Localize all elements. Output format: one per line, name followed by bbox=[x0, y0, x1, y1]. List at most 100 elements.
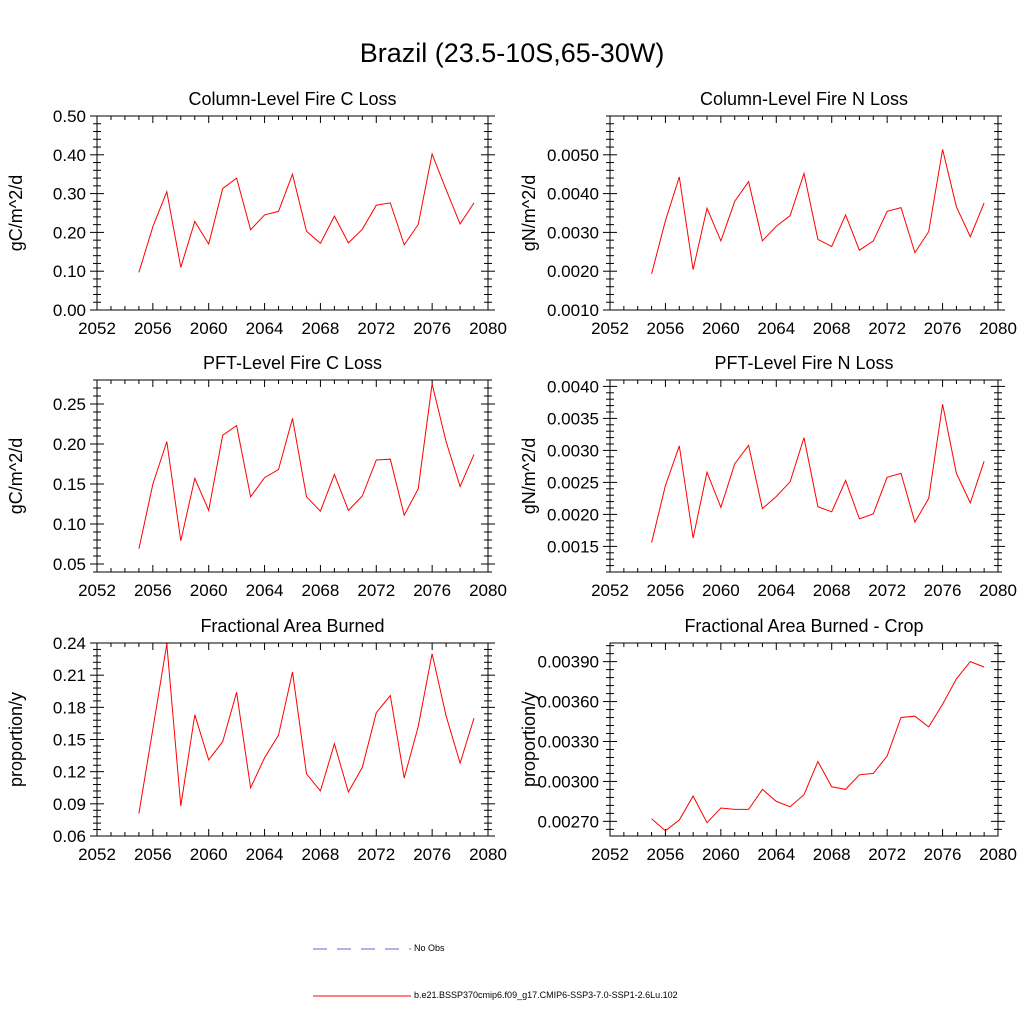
series-line bbox=[138, 383, 475, 549]
chart-title: PFT-Level Fire C Loss bbox=[203, 353, 382, 373]
y-axis-label: proportion/y bbox=[519, 692, 539, 787]
x-tick-label: 2076 bbox=[924, 845, 962, 864]
x-tick-label: 2060 bbox=[190, 581, 228, 600]
y-tick-label: 0.0030 bbox=[547, 223, 599, 242]
y-tick-label: 0.0020 bbox=[547, 505, 599, 524]
series-line bbox=[651, 149, 985, 275]
x-tick-label: 2080 bbox=[979, 319, 1017, 338]
x-tick-label: 2060 bbox=[702, 845, 740, 864]
x-tick-label: 2064 bbox=[757, 845, 795, 864]
y-tick-label: 0.15 bbox=[53, 475, 86, 494]
plot-frame bbox=[96, 115, 489, 311]
x-tick-label: 2052 bbox=[591, 319, 629, 338]
x-tick-label: 2076 bbox=[413, 845, 451, 864]
x-tick-label: 2076 bbox=[413, 319, 451, 338]
y-tick-label: 0.0040 bbox=[547, 185, 599, 204]
page-title: Brazil (23.5-10S,65-30W) bbox=[359, 38, 665, 68]
y-tick-label: 0.25 bbox=[53, 395, 86, 414]
chart-panel-4: PFT-Level Fire N Loss gN/m^2/d 2052 2056 206… bbox=[519, 353, 1017, 600]
x-tick-label: 2080 bbox=[469, 581, 507, 600]
x-tick-label: 2064 bbox=[757, 581, 795, 600]
series-line bbox=[138, 644, 475, 814]
legend-model-label: b.e21.BSSP370cmip6.f09_g17.CMIP6-SSP3-7.… bbox=[414, 990, 678, 1000]
legend-model-line-icon bbox=[313, 995, 411, 997]
x-tick-label: 2076 bbox=[413, 581, 451, 600]
y-tick-label: 0.00300 bbox=[538, 772, 599, 791]
y-tick-label: 0.50 bbox=[53, 107, 86, 126]
y-tick-label: 0.0035 bbox=[547, 409, 599, 428]
x-tick-label: 2056 bbox=[647, 319, 685, 338]
series-line bbox=[651, 661, 985, 832]
x-tick-label: 2080 bbox=[979, 581, 1017, 600]
y-tick-label: 0.10 bbox=[53, 515, 86, 534]
chart-panel-3: PFT-Level Fire C Loss gC/m^2/d 2052 2056 206… bbox=[6, 353, 507, 600]
x-tick-label: 2052 bbox=[78, 845, 116, 864]
chart-panel-6: Fractional Area Burned - Crop proportion/… bbox=[519, 616, 1017, 864]
x-tick-label: 2052 bbox=[591, 845, 629, 864]
legend-obs-label: No Obs bbox=[414, 943, 445, 953]
y-tick-label: 0.12 bbox=[53, 763, 86, 782]
x-tick-label: 2060 bbox=[190, 319, 228, 338]
y-tick-label: 0.00 bbox=[53, 301, 86, 320]
x-tick-label: 2056 bbox=[647, 581, 685, 600]
x-tick-label: 2080 bbox=[469, 319, 507, 338]
y-axis-label: gN/m^2/d bbox=[519, 175, 539, 251]
x-tick-label: 2056 bbox=[647, 845, 685, 864]
x-tick-label: 2052 bbox=[78, 581, 116, 600]
x-tick-label: 2072 bbox=[357, 581, 395, 600]
y-tick-label: 0.0025 bbox=[547, 473, 599, 492]
legend-obs-line-icon bbox=[313, 948, 411, 950]
y-axis-label: gC/m^2/d bbox=[6, 175, 26, 251]
x-tick-label: 2068 bbox=[302, 319, 340, 338]
y-axis-label: gN/m^2/d bbox=[519, 438, 539, 514]
x-tick-label: 2064 bbox=[246, 319, 284, 338]
series-line bbox=[138, 152, 475, 273]
x-tick-label: 2076 bbox=[924, 581, 962, 600]
x-tick-label: 2056 bbox=[134, 845, 172, 864]
x-tick-label: 2064 bbox=[246, 845, 284, 864]
y-tick-label: 0.0015 bbox=[547, 537, 599, 556]
legend-model: b.e21.BSSP370cmip6.f09_g17.CMIP6-SSP3-7.… bbox=[313, 987, 733, 1005]
y-tick-label: 0.0010 bbox=[547, 301, 599, 320]
y-tick-label: 0.24 bbox=[53, 634, 86, 653]
chart-title: PFT-Level Fire N Loss bbox=[714, 353, 893, 373]
y-tick-label: 0.20 bbox=[53, 223, 86, 242]
plot-frame bbox=[609, 379, 999, 573]
y-tick-label: 0.0030 bbox=[547, 441, 599, 460]
chart-title: Fractional Area Burned bbox=[200, 616, 384, 636]
chart-title: Fractional Area Burned - Crop bbox=[684, 616, 923, 636]
y-tick-label: 0.0020 bbox=[547, 262, 599, 281]
y-axis-label: gC/m^2/d bbox=[6, 438, 26, 514]
y-tick-label: 0.00330 bbox=[538, 732, 599, 751]
x-tick-label: 2064 bbox=[757, 319, 795, 338]
y-tick-label: 0.05 bbox=[53, 555, 86, 574]
legend-obs: No Obs bbox=[313, 940, 613, 958]
x-tick-label: 2060 bbox=[702, 581, 740, 600]
y-axis-label: proportion/y bbox=[6, 692, 26, 787]
y-tick-label: 0.0050 bbox=[547, 146, 599, 165]
x-tick-label: 2056 bbox=[134, 581, 172, 600]
plot-frame bbox=[609, 642, 999, 837]
x-tick-label: 2060 bbox=[702, 319, 740, 338]
x-tick-label: 2072 bbox=[357, 319, 395, 338]
x-tick-label: 2068 bbox=[302, 845, 340, 864]
x-tick-label: 2052 bbox=[591, 581, 629, 600]
y-tick-label: 0.40 bbox=[53, 146, 86, 165]
y-tick-label: 0.00270 bbox=[538, 812, 599, 831]
x-tick-label: 2064 bbox=[246, 581, 284, 600]
y-tick-label: 0.00360 bbox=[538, 693, 599, 712]
chart-title: Column-Level Fire C Loss bbox=[188, 89, 396, 109]
y-tick-label: 0.15 bbox=[53, 731, 86, 750]
y-tick-label: 0.0040 bbox=[547, 377, 599, 396]
x-tick-label: 2068 bbox=[302, 581, 340, 600]
x-tick-label: 2060 bbox=[190, 845, 228, 864]
chart-panel-1: Column-Level Fire C Loss gC/m^2/d 2052 2056… bbox=[6, 89, 507, 338]
x-tick-label: 2072 bbox=[868, 845, 906, 864]
chart-panel-2: Column-Level Fire N Loss gN/m^2/d 2052 2056… bbox=[519, 89, 1017, 338]
x-tick-label: 2068 bbox=[813, 581, 851, 600]
x-tick-label: 2072 bbox=[868, 581, 906, 600]
x-tick-label: 2080 bbox=[469, 845, 507, 864]
y-tick-label: 0.18 bbox=[53, 698, 86, 717]
series-line bbox=[651, 404, 985, 543]
